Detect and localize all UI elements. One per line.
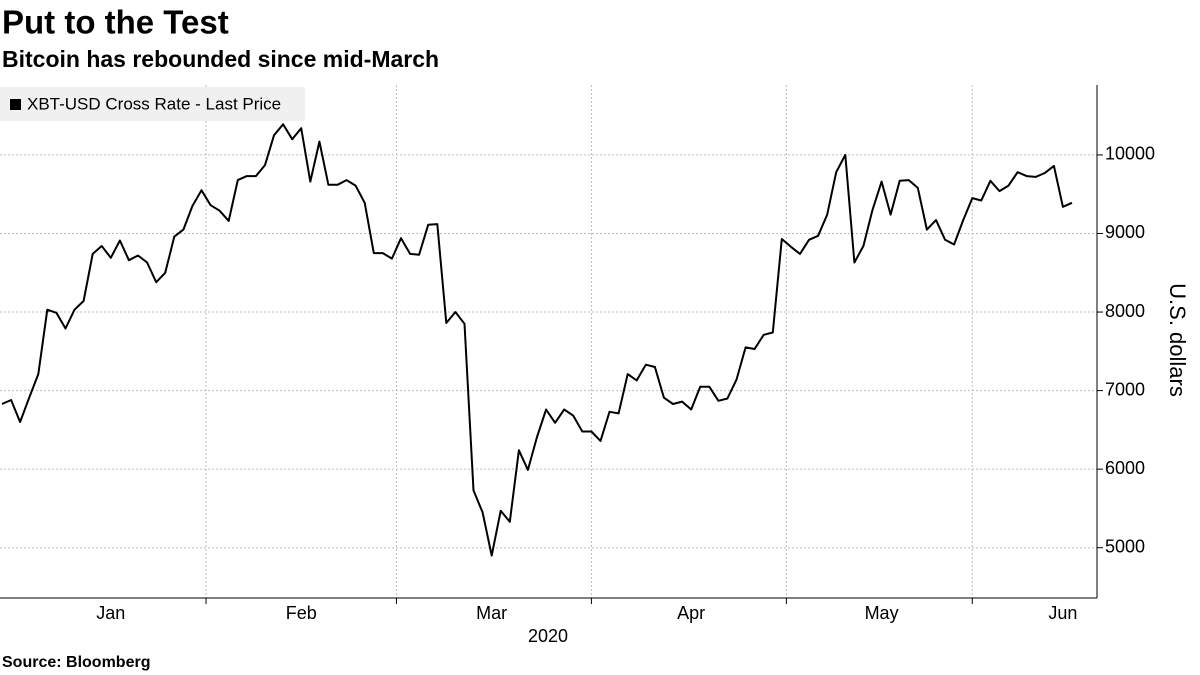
legend-box (0, 87, 305, 121)
source: Source: Bloomberg (2, 654, 150, 671)
price-line (1, 123, 1073, 557)
x-axis-label: 2020 (528, 626, 568, 646)
chart-title: Put to the Test (2, 4, 229, 41)
x-tick-label: Apr (677, 603, 705, 623)
y-tick-label: 7000 (1105, 379, 1145, 399)
x-tick-label: Mar (476, 603, 507, 623)
y-tick-label: 10000 (1105, 144, 1155, 164)
y-axis-label: U.S. dollars (1165, 283, 1190, 397)
x-tick-label: Jan (96, 603, 125, 623)
legend-swatch (10, 99, 21, 110)
x-tick-label: May (865, 603, 899, 623)
y-tick-label: 8000 (1105, 301, 1145, 321)
legend-label: XBT-USD Cross Rate - Last Price (27, 94, 281, 113)
y-tick-label: 6000 (1105, 458, 1145, 478)
y-tick-label: 5000 (1105, 536, 1145, 556)
y-tick-label: 9000 (1105, 222, 1145, 242)
x-tick-label: Jun (1048, 603, 1077, 623)
x-tick-label: Feb (286, 603, 317, 623)
chart-subtitle: Bitcoin has rebounded since mid-March (2, 46, 439, 72)
